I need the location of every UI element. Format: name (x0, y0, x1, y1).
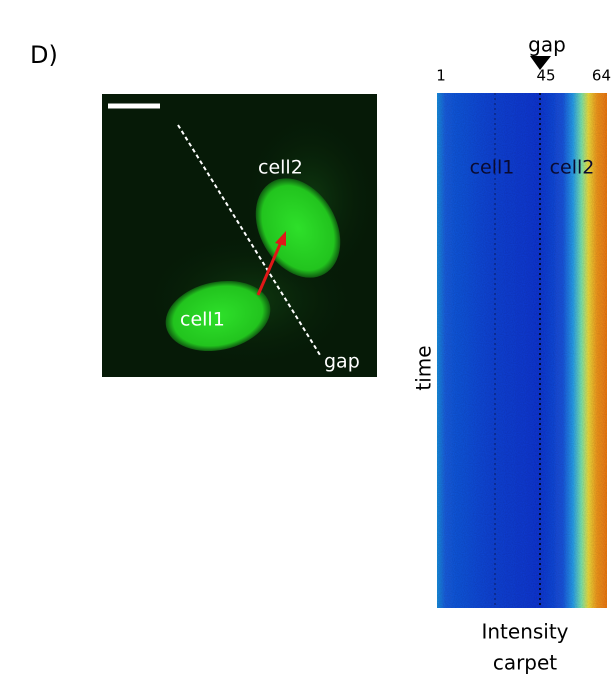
cell1-label: cell1 (180, 309, 225, 331)
tick-label: 1 (436, 67, 446, 85)
cell2-label: cell2 (550, 157, 595, 179)
tick-label: 64 (592, 67, 611, 85)
tick-label: 45 (536, 67, 555, 85)
micrograph: cell2 cell1 gap (102, 94, 380, 377)
cell1-label: cell1 (470, 157, 515, 179)
gap-label: gap (324, 351, 360, 373)
caption: carpet (493, 651, 557, 675)
y-label: time (412, 345, 436, 390)
caption: Intensity (481, 620, 568, 644)
figure: D) cell2 cell1 gap gap 1 45 64 cell1 cel… (0, 0, 611, 680)
panel-label: D) (30, 41, 58, 69)
gap-marker-label: gap (528, 33, 566, 57)
carpet: gap 1 45 64 cell1 cell2 time Intensity c… (412, 33, 611, 675)
cell2-label: cell2 (258, 157, 303, 179)
page: D) cell2 cell1 gap gap 1 45 64 cell1 cel… (0, 0, 611, 680)
